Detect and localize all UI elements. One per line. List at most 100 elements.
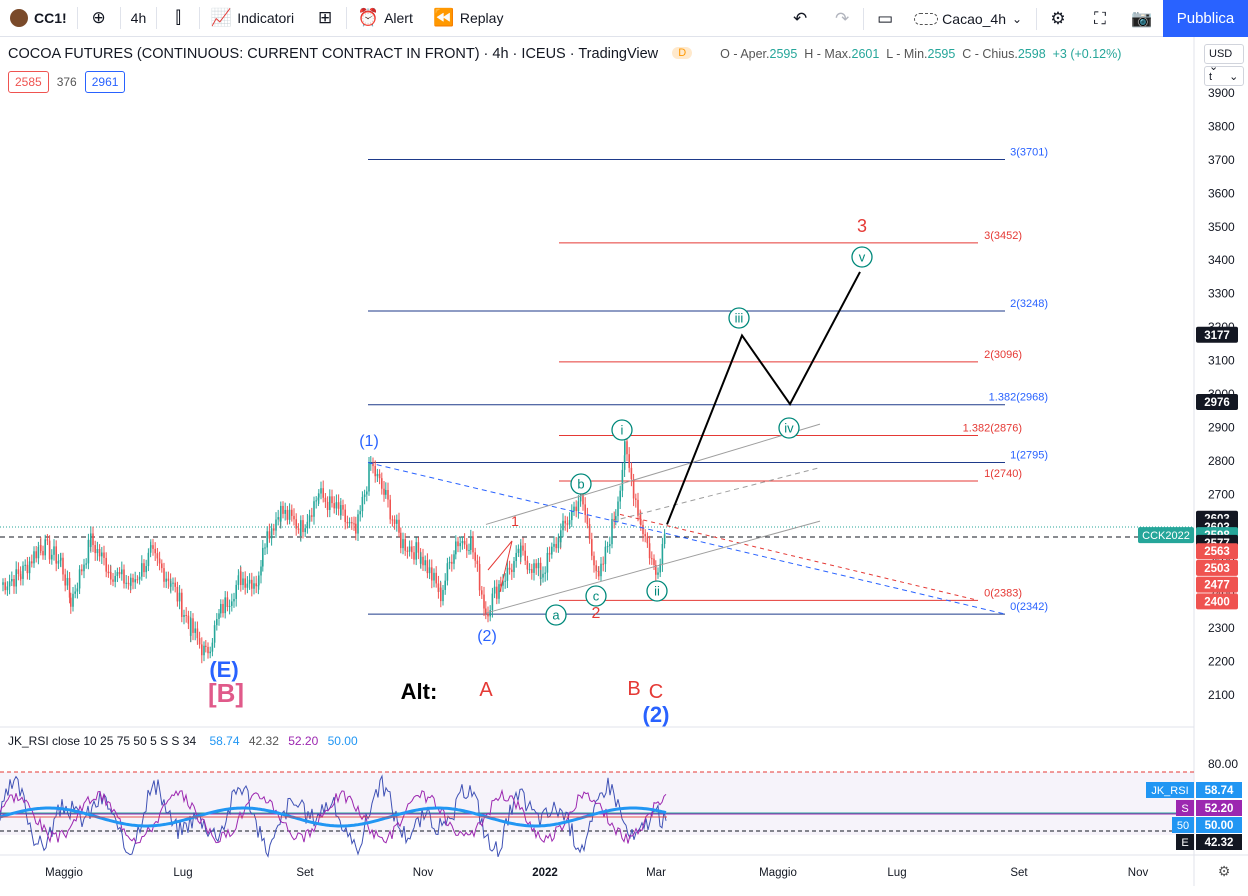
- candle-body: [586, 515, 589, 525]
- candle-body: [366, 491, 368, 495]
- templates-button[interactable]: ⊞: [304, 0, 346, 37]
- fullscreen-button[interactable]: ⛶: [1079, 0, 1121, 37]
- rsi-tag-50-bg: [1172, 817, 1194, 833]
- alert-button[interactable]: ⏰ Alert: [347, 0, 423, 37]
- fib-label-blue: 1(2795): [1010, 450, 1048, 462]
- candle-body: [114, 575, 116, 582]
- candle-body: [387, 490, 389, 500]
- candle-body: [201, 644, 203, 656]
- candle-body: [187, 615, 190, 624]
- candle-body: [228, 605, 231, 608]
- candle-body: [546, 552, 549, 573]
- symbol-search[interactable]: CC1!: [0, 0, 77, 37]
- candle-body: [517, 548, 520, 553]
- wave-label-alt-2: (2): [643, 702, 670, 727]
- candle-body: [237, 575, 240, 585]
- layout-selector[interactable]: Cacao_4h ⌄: [906, 8, 1036, 30]
- chevron-down-icon: ⌄: [1209, 61, 1219, 73]
- candle-body: [531, 569, 533, 573]
- candle-body: [8, 581, 11, 587]
- indicators-button[interactable]: 📈 Indicatori: [200, 0, 304, 37]
- price-label-bg: [1196, 394, 1238, 411]
- candle-body: [655, 564, 657, 575]
- settings-button[interactable]: ⚙: [1037, 0, 1079, 37]
- candle-body: [381, 478, 383, 489]
- bid-price[interactable]: 2585: [8, 71, 49, 93]
- fullscreen-rect-button[interactable]: ▭: [864, 0, 906, 37]
- candle-body: [623, 455, 626, 470]
- candle-body: [304, 528, 306, 533]
- indicator-title[interactable]: JK_RSI close 10 25 75 50 5 S S 34: [8, 734, 197, 748]
- delay-badge: D: [672, 47, 693, 59]
- chart-type-button[interactable]: ⫿: [157, 0, 199, 37]
- candle-body: [174, 582, 176, 587]
- candle-body: [424, 560, 426, 566]
- price-tick: 2700: [1208, 487, 1235, 501]
- candle-body: [606, 546, 609, 548]
- candle-body: [130, 577, 132, 586]
- ask-price[interactable]: 2961: [84, 71, 126, 93]
- rsi-tag-s-value-bg: [1196, 800, 1242, 816]
- layout-name-label: Cacao_4h: [942, 10, 1006, 27]
- wave-label-iv: iv: [784, 421, 794, 436]
- candle-body: [136, 579, 139, 581]
- rewind-icon: ⏪: [433, 8, 455, 27]
- candle-body: [66, 577, 69, 586]
- bid-ask-row: 2585 376 2961: [8, 71, 126, 93]
- candle-body: [55, 546, 57, 564]
- candle-body: [372, 463, 374, 467]
- candle-body: [218, 613, 220, 620]
- candle-body: [270, 528, 273, 539]
- rsi-tag-s-bg: [1176, 800, 1194, 816]
- replay-button[interactable]: ⏪ Replay: [423, 0, 514, 37]
- price-label: 2503: [1204, 563, 1230, 575]
- candle-body: [435, 572, 437, 584]
- candle-body: [431, 567, 433, 581]
- candle-body: [98, 549, 101, 557]
- price-label: 2976: [1204, 397, 1230, 409]
- candle-body: [33, 551, 35, 564]
- redo-button[interactable]: ↷: [821, 0, 863, 37]
- spread-value: 376: [56, 75, 77, 89]
- candle-body: [368, 463, 370, 492]
- wave-label-iii: iii: [735, 311, 744, 326]
- candle-body: [291, 509, 293, 516]
- candle-body: [132, 577, 134, 583]
- interval-button[interactable]: 4h: [121, 0, 157, 37]
- snapshot-button[interactable]: 📷: [1121, 0, 1163, 37]
- candle-body: [196, 628, 199, 639]
- wave-label-small-a-circle: [545, 604, 567, 626]
- toolbar-divider: [863, 7, 865, 30]
- publish-button[interactable]: Pubblica: [1163, 0, 1248, 37]
- candle-body: [422, 556, 424, 566]
- toolbar-right: ↶ ↷ ▭ Cacao_4h ⌄ ⚙ ⛶ 📷 Pubblica: [779, 0, 1248, 37]
- fib-label-red: 1.382(2876): [963, 422, 1022, 434]
- candle-body: [306, 521, 309, 529]
- unit-select[interactable]: t ⌄: [1204, 66, 1244, 86]
- candle-body: [560, 530, 562, 543]
- fib-label-red: 2(3096): [984, 349, 1022, 361]
- wave-label-2: (2): [477, 628, 497, 645]
- candle-body: [17, 569, 20, 575]
- compare-button[interactable]: ⊕: [78, 0, 120, 37]
- candle-body: [500, 584, 502, 586]
- candle-body: [651, 558, 653, 560]
- candle-body: [20, 576, 22, 579]
- candle-body: [205, 645, 207, 647]
- candle-body: [602, 563, 604, 565]
- undo-button[interactable]: ↶: [779, 0, 821, 37]
- candle-body: [78, 569, 81, 589]
- candle-body: [442, 589, 444, 602]
- candle-body: [46, 539, 49, 541]
- candle-body: [242, 578, 244, 586]
- candle-body: [564, 520, 566, 524]
- candle-body: [282, 505, 284, 514]
- redo-icon: ↷: [835, 8, 850, 28]
- candle-body: [566, 523, 569, 525]
- candle-body: [335, 502, 338, 509]
- candle-body: [548, 552, 551, 555]
- currency-select[interactable]: USD ⌄: [1204, 44, 1244, 73]
- candle-body: [575, 506, 577, 512]
- wave-label-ii: ii: [654, 584, 660, 599]
